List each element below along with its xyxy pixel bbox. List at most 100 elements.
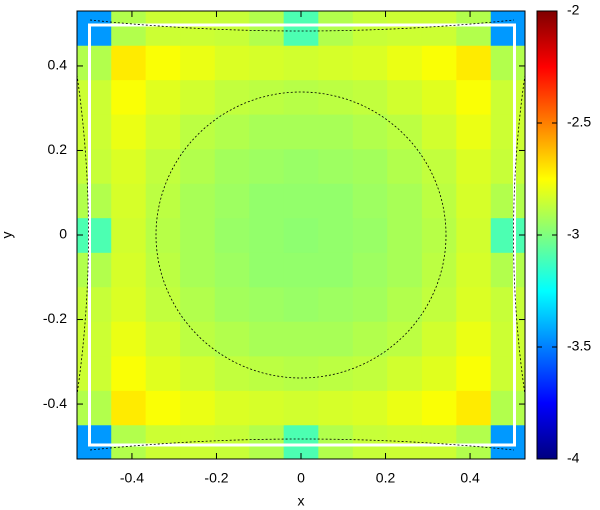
heatmap-cell [180,321,216,357]
heatmap-cell [180,79,216,115]
x-tick-label: 0.2 [376,470,396,486]
heatmap-cell [214,252,250,288]
heatmap-cell [111,424,147,460]
heatmap-cell [249,45,285,81]
heatmap-cell [318,424,354,460]
heatmap-cell [111,45,147,81]
heatmap-cell [111,11,147,46]
heatmap-cell [249,390,285,426]
heatmap-cell [352,355,388,391]
heatmap-cell [111,148,147,184]
heatmap-cell [352,11,388,46]
heatmap-cell [111,183,147,219]
contour [89,19,515,32]
heatmap-cell [421,252,457,288]
heatmap-cell [490,183,526,219]
heatmap-cell [249,148,285,184]
heatmap-cell [111,217,147,253]
heatmap-cell [77,79,112,115]
heatmap-cell [456,424,492,460]
y-tick-label: 0.2 [48,141,68,157]
overlay [76,19,526,451]
heatmap-cell [490,252,526,288]
heatmap-cell [490,79,526,115]
heatmap-cell [490,45,526,81]
y-axis-label: y [0,232,15,239]
heatmap-cell [387,148,423,184]
heatmap-cell [77,355,112,391]
y-tick-label: -0.4 [43,395,67,411]
heatmap-cell [111,286,147,322]
heatmap-cell [77,183,112,219]
heatmap-cell [214,424,250,460]
heatmap-cell [283,79,319,115]
heatmap-cell [77,390,112,426]
heatmap-cell [456,45,492,81]
heatmap-cell [352,79,388,115]
heatmap-cell [318,148,354,184]
heatmap-cell [318,321,354,357]
heatmap-cell [145,45,181,81]
heatmap-cell [214,45,250,81]
heatmap-cell [249,355,285,391]
heatmap-cell [456,11,492,46]
heatmap-cell [283,45,319,81]
heatmap-cell [214,286,250,322]
heatmap-cell [145,114,181,150]
heatmap-cell [111,390,147,426]
contour [76,74,89,396]
heatmap-cell [283,321,319,357]
heatmap-cell [456,183,492,219]
heatmap-cell [352,321,388,357]
heatmap-cell [421,114,457,150]
heatmap-cell [456,286,492,322]
heatmap-cell [318,11,354,46]
heatmap-cell [111,321,147,357]
heatmap-cell [283,183,319,219]
heatmap-cell [421,217,457,253]
x-axis-label: x [298,493,305,509]
heatmap-cell [352,114,388,150]
heatmap-cell [318,217,354,253]
heatmap-cell [145,286,181,322]
heatmap-cell [387,79,423,115]
heatmap-cell [352,148,388,184]
heatmap-cell [180,355,216,391]
heatmap-cell [145,355,181,391]
heatmap-cell [145,252,181,288]
heatmap-cell [387,286,423,322]
x-tick-label: -0.2 [204,470,228,486]
heatmap-cell [387,321,423,357]
heatmap-cell [145,11,181,46]
heatmap-cell [145,321,181,357]
heatmap-cell [421,79,457,115]
heatmap-cell [318,183,354,219]
heatmap-cell [214,217,250,253]
heatmap-cell [352,286,388,322]
heatmap-cell [387,424,423,460]
heatmap-cell [490,390,526,426]
heatmap-cell [180,390,216,426]
heatmap-cell [214,390,250,426]
heatmap-cell [387,11,423,46]
colorbar-tick-label: -2 [567,2,580,18]
heatmap-cell [77,11,112,46]
heatmap-cell [180,217,216,253]
heatmap-cell [352,45,388,81]
heatmap-cell [180,148,216,184]
heatmap-cell [283,390,319,426]
heatmap-cell [318,286,354,322]
heatmap-cell [180,45,216,81]
heatmap-cell [214,114,250,150]
heatmap-cell [77,286,112,322]
heatmap-cell [214,11,250,46]
heatmap-cell [249,114,285,150]
heatmap-cell [180,286,216,322]
heatmap-cell [180,252,216,288]
heatmap-cell [249,321,285,357]
heatmap-cell [352,390,388,426]
heatmap-cell [421,424,457,460]
heatmap-cell [214,355,250,391]
heatmap-cell [111,355,147,391]
